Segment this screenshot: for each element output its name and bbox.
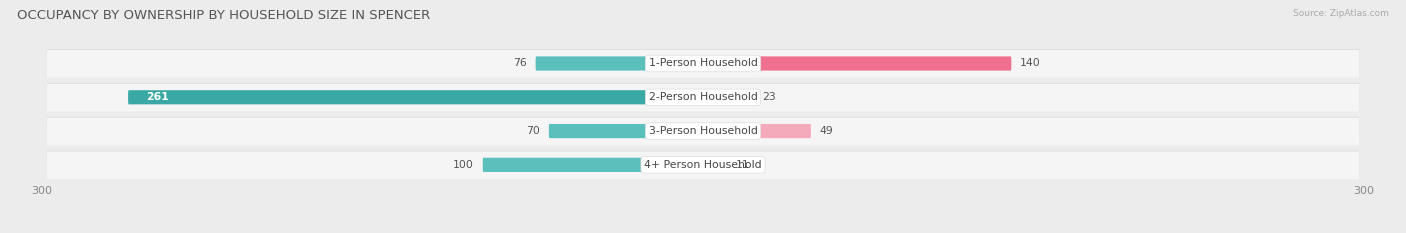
Text: OCCUPANCY BY OWNERSHIP BY HOUSEHOLD SIZE IN SPENCER: OCCUPANCY BY OWNERSHIP BY HOUSEHOLD SIZE… (17, 9, 430, 22)
Text: 261: 261 (146, 92, 169, 102)
Text: 70: 70 (526, 126, 540, 136)
FancyBboxPatch shape (46, 84, 1360, 111)
Text: 23: 23 (762, 92, 776, 102)
Text: 49: 49 (820, 126, 834, 136)
Text: 76: 76 (513, 58, 527, 69)
FancyBboxPatch shape (46, 49, 1360, 77)
Text: 1-Person Household: 1-Person Household (648, 58, 758, 69)
FancyBboxPatch shape (703, 158, 727, 172)
Text: 100: 100 (453, 160, 474, 170)
FancyBboxPatch shape (46, 151, 1360, 178)
Text: 2-Person Household: 2-Person Household (648, 92, 758, 102)
FancyBboxPatch shape (703, 124, 811, 138)
FancyBboxPatch shape (46, 151, 1360, 179)
FancyBboxPatch shape (703, 90, 754, 104)
FancyBboxPatch shape (46, 118, 1360, 145)
FancyBboxPatch shape (46, 83, 1360, 111)
Text: 140: 140 (1021, 58, 1040, 69)
Text: Source: ZipAtlas.com: Source: ZipAtlas.com (1294, 9, 1389, 18)
Text: 4+ Person Household: 4+ Person Household (644, 160, 762, 170)
FancyBboxPatch shape (46, 50, 1360, 78)
FancyBboxPatch shape (703, 56, 1011, 71)
FancyBboxPatch shape (128, 90, 703, 104)
FancyBboxPatch shape (482, 158, 703, 172)
Text: 11: 11 (737, 160, 749, 170)
Text: 3-Person Household: 3-Person Household (648, 126, 758, 136)
FancyBboxPatch shape (536, 56, 703, 71)
FancyBboxPatch shape (46, 117, 1360, 144)
FancyBboxPatch shape (548, 124, 703, 138)
